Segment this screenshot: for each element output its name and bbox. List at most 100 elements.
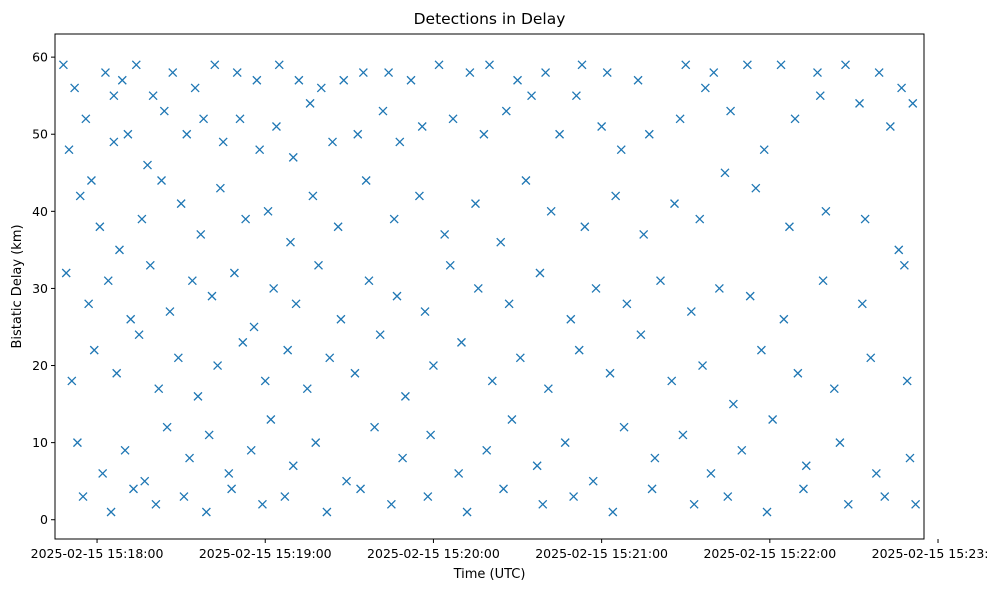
data-point — [98, 469, 108, 478]
data-point — [364, 276, 374, 286]
data-point — [667, 376, 677, 386]
data-point — [871, 469, 881, 478]
data-point — [173, 353, 183, 363]
data-point — [885, 122, 895, 131]
data-point — [207, 291, 217, 301]
data-point — [905, 453, 915, 463]
data-point — [67, 376, 77, 386]
data-point — [580, 222, 590, 232]
data-point — [389, 214, 399, 224]
x-tick-label: 2025-02-15 15:18:00 — [31, 546, 164, 561]
y-axis-label: Bistatic Delay (km) — [10, 224, 25, 348]
data-point — [616, 145, 626, 155]
data-point — [201, 507, 211, 517]
data-point — [911, 499, 921, 509]
data-point — [257, 499, 267, 509]
data-point — [605, 368, 615, 378]
data-point — [249, 322, 259, 332]
data-point — [266, 415, 276, 424]
data-point — [145, 260, 155, 270]
data-point — [790, 114, 800, 124]
data-point — [72, 438, 82, 448]
data-point — [325, 353, 335, 363]
data-point — [112, 368, 122, 378]
data-point — [157, 176, 166, 185]
data-point — [695, 214, 705, 224]
plot-frame — [54, 33, 925, 540]
data-point — [291, 299, 301, 309]
data-point — [176, 199, 186, 209]
data-point — [78, 492, 88, 502]
data-point — [737, 445, 747, 455]
data-point — [462, 507, 472, 517]
data-point — [75, 191, 85, 201]
data-point — [420, 307, 430, 317]
data-point — [751, 183, 761, 193]
data-point — [224, 469, 234, 478]
data-point — [100, 68, 110, 78]
data-point — [762, 507, 772, 517]
data-point — [328, 137, 337, 147]
data-point — [759, 145, 769, 155]
data-point — [168, 68, 178, 78]
data-point — [182, 129, 192, 139]
data-point — [378, 106, 388, 116]
data-point — [793, 368, 803, 378]
data-point — [608, 507, 618, 517]
x-tick-label: 2025-02-15 15:21:00 — [535, 546, 668, 561]
data-point — [134, 330, 144, 340]
data-point — [532, 461, 542, 471]
data-point — [115, 245, 124, 255]
data-point — [61, 268, 71, 278]
data-point — [471, 199, 480, 209]
data-point — [560, 438, 570, 448]
data-point — [515, 353, 525, 363]
data-point — [361, 176, 371, 185]
data-point — [165, 307, 175, 317]
data-point — [423, 492, 433, 502]
data-point — [546, 206, 556, 216]
y-tick-label: 50 — [32, 127, 48, 142]
data-point — [686, 307, 696, 317]
data-point — [129, 484, 138, 494]
data-point — [860, 214, 870, 224]
data-point — [507, 415, 517, 424]
y-tick-label: 0 — [40, 512, 48, 527]
data-point — [151, 499, 161, 509]
data-point — [210, 60, 220, 70]
data-point — [908, 98, 918, 108]
data-point — [829, 384, 839, 394]
data-point — [162, 422, 172, 432]
y-tick-label: 20 — [32, 358, 48, 373]
data-point — [485, 60, 494, 70]
data-point — [316, 83, 326, 93]
data-point — [384, 68, 394, 78]
data-point — [241, 214, 251, 224]
data-point — [196, 229, 206, 239]
data-point — [448, 114, 458, 124]
y-tick-label: 10 — [32, 435, 48, 450]
data-point — [745, 291, 755, 301]
data-point — [137, 214, 147, 224]
data-point — [670, 199, 679, 209]
data-point — [902, 376, 912, 386]
data-point — [841, 60, 850, 70]
data-point — [204, 430, 214, 440]
data-point — [818, 276, 828, 286]
data-point — [784, 222, 794, 232]
data-point — [187, 276, 197, 286]
data-point — [308, 191, 318, 201]
data-point — [117, 75, 127, 85]
data-point — [756, 345, 766, 355]
data-point — [835, 438, 845, 448]
data-point — [131, 60, 141, 70]
data-point — [339, 75, 349, 85]
data-point — [714, 283, 724, 293]
data-point — [392, 291, 402, 301]
data-point — [622, 299, 632, 309]
data-point — [698, 361, 708, 370]
data-point — [126, 314, 136, 324]
data-point — [246, 445, 256, 455]
data-point — [650, 453, 660, 463]
data-point — [280, 492, 290, 502]
